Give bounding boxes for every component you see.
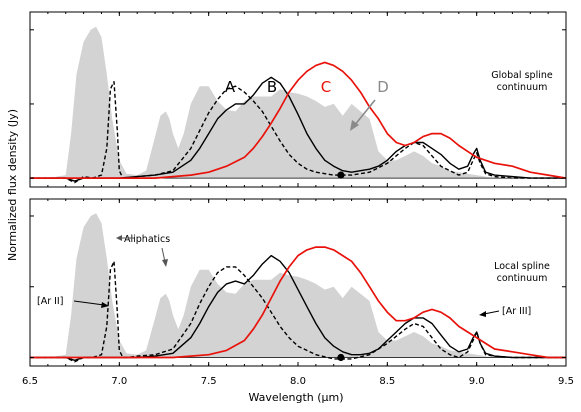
arrow-ar-iii-head <box>479 311 486 317</box>
arrow-ar-ii-head <box>101 302 109 308</box>
arrow-D <box>353 99 376 127</box>
note-ar-ii: [Ar II] <box>37 296 63 307</box>
arrow-ar-iii <box>483 310 500 315</box>
series-pah-area <box>30 213 566 358</box>
annotation-line: continuum <box>497 82 548 93</box>
series-A-line <box>30 260 566 363</box>
series-C-line <box>30 246 566 359</box>
x-tick-label: 6.5 <box>22 376 38 387</box>
series-B-line <box>30 76 566 182</box>
note-ar-iii: [Ar III] <box>502 306 531 317</box>
reference-marker <box>337 353 345 362</box>
arrow-D-head <box>350 120 359 131</box>
panel-top: Global spline continuum A B C D <box>29 11 567 188</box>
series-pah-area <box>30 26 566 179</box>
note-aliphatics: Aliphatics <box>124 234 170 245</box>
series-A-line <box>30 80 566 184</box>
series-B-line <box>30 254 566 361</box>
x-tick-label: 8.5 <box>379 376 395 387</box>
x-tick-label: 9.5 <box>558 376 574 387</box>
annotation-line: Local spline <box>494 261 550 272</box>
series-C-line <box>30 61 567 179</box>
panel-bottom: Local spline continuum Aliphatics [Ar II] [A… <box>29 198 567 367</box>
panel-annotation: Local spline continuum <box>494 261 550 284</box>
x-tick-label: 7.0 <box>111 376 127 387</box>
x-tick-label: 7.5 <box>201 376 217 387</box>
arrow-aliphatics-1-head <box>116 235 122 241</box>
reference-marker <box>337 171 345 179</box>
annotation-line: Global spline <box>491 70 553 81</box>
series-label-D: D <box>377 78 389 96</box>
y-axis-label: Normalized flux density (Jy) <box>6 109 19 261</box>
series-label-A: A <box>225 78 236 96</box>
x-tick-label: 8.0 <box>290 376 306 387</box>
series-label-C: C <box>321 78 331 96</box>
x-axis-label: Wavelength (μm) <box>248 391 343 404</box>
x-tick-label: 9.0 <box>469 376 485 387</box>
annotation-line: continuum <box>497 273 548 284</box>
panel-annotation: Global spline continuum <box>491 70 553 93</box>
arrow-ar-ii <box>73 300 105 306</box>
series-label-B: B <box>267 78 277 96</box>
arrow-aliphatics-2-head <box>162 259 168 267</box>
